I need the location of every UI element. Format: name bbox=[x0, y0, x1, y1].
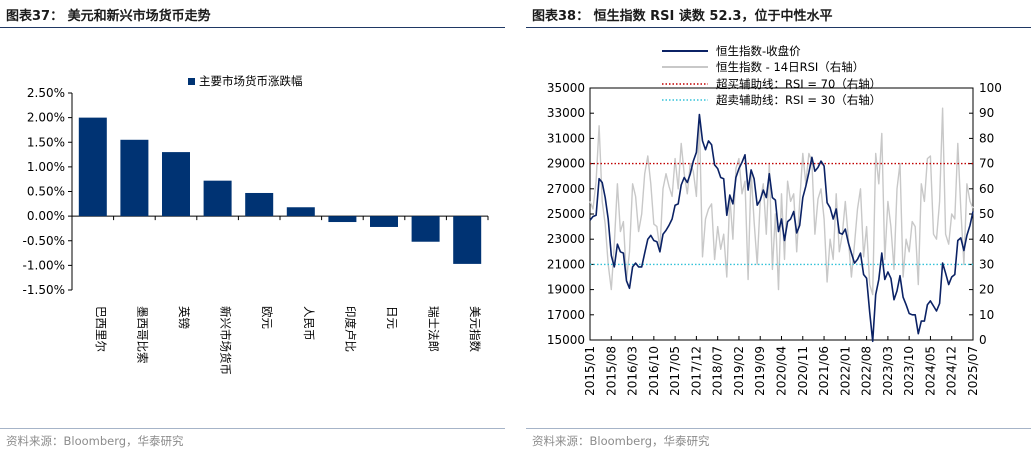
legend-label: 超卖辅助线：RSI = 30（右轴） bbox=[716, 93, 881, 107]
legend-label: 主要市场货币涨跌幅 bbox=[199, 74, 303, 88]
x-tick-label: 新兴市场货币 bbox=[219, 306, 233, 375]
x-tick-label: 日元 bbox=[385, 306, 399, 329]
y-left-tick-label: 31000 bbox=[547, 131, 585, 145]
y-right-tick-label: 90 bbox=[979, 106, 994, 120]
y-tick-label: 0.00% bbox=[27, 209, 65, 223]
figure-37-source: 资料来源：Bloomberg，华泰研究 bbox=[6, 434, 184, 448]
y-right-tick-label: 50 bbox=[979, 207, 994, 221]
bar bbox=[162, 152, 190, 217]
bar bbox=[203, 180, 232, 217]
figure-38-title: 图表38： 恒生指数 RSI 读数 52.3，位于中性水平 bbox=[532, 9, 833, 24]
legend-label: 恒生指数-收盘价 bbox=[716, 44, 801, 58]
legend-label: 超买辅助线：RSI = 70（右轴） bbox=[716, 77, 881, 91]
y-tick-label: -0.50% bbox=[23, 234, 65, 248]
y-tick-label: 1.00% bbox=[27, 160, 65, 174]
x-tick-label: 瑞士法郎 bbox=[427, 306, 441, 352]
x-tick-label: 美元指数 bbox=[468, 306, 482, 352]
figure-38-panel: 图表38： 恒生指数 RSI 读数 52.3，位于中性水平 35000 33000… bbox=[526, 0, 1031, 456]
y-right-tick-label: 30 bbox=[979, 257, 994, 271]
bar bbox=[370, 216, 398, 227]
x-tick-label: 英镑 bbox=[177, 306, 191, 329]
x-tick-label: 2017/05 bbox=[668, 346, 682, 396]
y-right-tick-label: 40 bbox=[979, 232, 994, 246]
y-tick-label: 2.50% bbox=[27, 86, 65, 100]
y-right-tick-label: 20 bbox=[979, 283, 994, 297]
figure-37-title: 图表37： 美元和新兴市场货币走势 bbox=[6, 9, 211, 24]
y-right-tick-label: 100 bbox=[979, 81, 1002, 95]
y-tick-label: -1.50% bbox=[23, 283, 65, 297]
x-tick-label: 2025/07 bbox=[966, 346, 980, 396]
bar bbox=[453, 216, 482, 264]
figure-37-panel: 图表37： 美元和新兴市场货币走势 2.50% 2.00% 1.50% 1.00% 0.… bbox=[0, 0, 505, 456]
figure-37-title-rule bbox=[0, 27, 505, 28]
y-left-tick-label: 33000 bbox=[547, 106, 585, 120]
x-tick-label: 2018/07 bbox=[711, 346, 725, 396]
x-tick-label: 2023/03 bbox=[881, 346, 895, 396]
x-tick-label: 2016/03 bbox=[626, 346, 640, 396]
x-tick-label: 2024/12 bbox=[945, 346, 959, 396]
y-left-tick-label: 15000 bbox=[547, 333, 585, 347]
x-tick-label: 2016/10 bbox=[647, 346, 661, 396]
bar bbox=[120, 139, 149, 217]
y-left-tick-label: 27000 bbox=[547, 182, 585, 196]
y-right-tick-label: 60 bbox=[979, 182, 994, 196]
x-tick-label: 2020/04 bbox=[775, 346, 789, 396]
y-left-tick-label: 29000 bbox=[547, 157, 585, 171]
x-tick-label: 2024/05 bbox=[923, 346, 937, 396]
x-tick-label: 欧元 bbox=[260, 306, 274, 329]
x-tick-label: 巴西里尔 bbox=[94, 306, 108, 352]
legend-swatch bbox=[188, 78, 195, 85]
figure-38-source-rule bbox=[526, 428, 1031, 429]
y-left-tick-label: 23000 bbox=[547, 232, 585, 246]
bar bbox=[411, 216, 440, 242]
bar bbox=[328, 216, 357, 223]
legend-label: 恒生指数 - 14日RSI（右轴） bbox=[716, 60, 864, 74]
y-left-tick-label: 17000 bbox=[547, 308, 585, 322]
series-line-rsi bbox=[589, 107, 974, 296]
x-tick-label: 2017/12 bbox=[689, 346, 703, 396]
y-tick-label: 1.50% bbox=[27, 135, 65, 149]
bar bbox=[245, 192, 274, 217]
y-tick-label: -1.00% bbox=[23, 258, 65, 272]
x-tick-label: 2020/11 bbox=[796, 346, 810, 396]
y-tick-label: 0.50% bbox=[27, 185, 65, 199]
x-tick-label: 2022/08 bbox=[860, 346, 874, 396]
y-tick-label: 2.00% bbox=[27, 111, 65, 125]
figure-37-source-rule bbox=[0, 428, 505, 429]
x-tick-label: 2015/08 bbox=[604, 346, 618, 396]
bar bbox=[78, 117, 107, 217]
x-tick-label: 2015/01 bbox=[583, 346, 597, 396]
hsi-rsi-line-chart: 35000 33000 31000 29000 27000 25000 23000 21000… bbox=[547, 44, 1002, 396]
x-tick-label: 2022/01 bbox=[838, 346, 852, 396]
y-left-tick-label: 21000 bbox=[547, 257, 585, 271]
figure-38-title-rule bbox=[526, 27, 1031, 28]
x-tick-label: 2021/06 bbox=[817, 346, 831, 396]
y-right-tick-label: 0 bbox=[979, 333, 987, 347]
currency-bar-chart: 2.50% 2.00% 1.50% 1.00% 0.50% 0.00% -0.50% -1.0… bbox=[23, 74, 489, 375]
y-right-tick-label: 80 bbox=[979, 131, 994, 145]
y-left-tick-label: 35000 bbox=[547, 81, 585, 95]
x-tick-label: 印度卢比 bbox=[343, 306, 357, 352]
x-tick-label: 2019/02 bbox=[732, 346, 746, 396]
y-right-tick-label: 70 bbox=[979, 157, 994, 171]
bar bbox=[286, 207, 315, 217]
x-tick-label: 墨西哥比索 bbox=[135, 306, 149, 364]
y-right-tick-label: 10 bbox=[979, 308, 994, 322]
series-line-hsi bbox=[589, 113, 974, 343]
x-tick-label: 2023/10 bbox=[902, 346, 916, 396]
figure-38-source: 资料来源：Bloomberg，华泰研究 bbox=[532, 434, 710, 448]
x-tick-label: 2019/09 bbox=[753, 346, 767, 396]
y-left-tick-label: 25000 bbox=[547, 207, 585, 221]
y-left-tick-label: 19000 bbox=[547, 283, 585, 297]
x-tick-label: 人民币 bbox=[302, 306, 316, 341]
